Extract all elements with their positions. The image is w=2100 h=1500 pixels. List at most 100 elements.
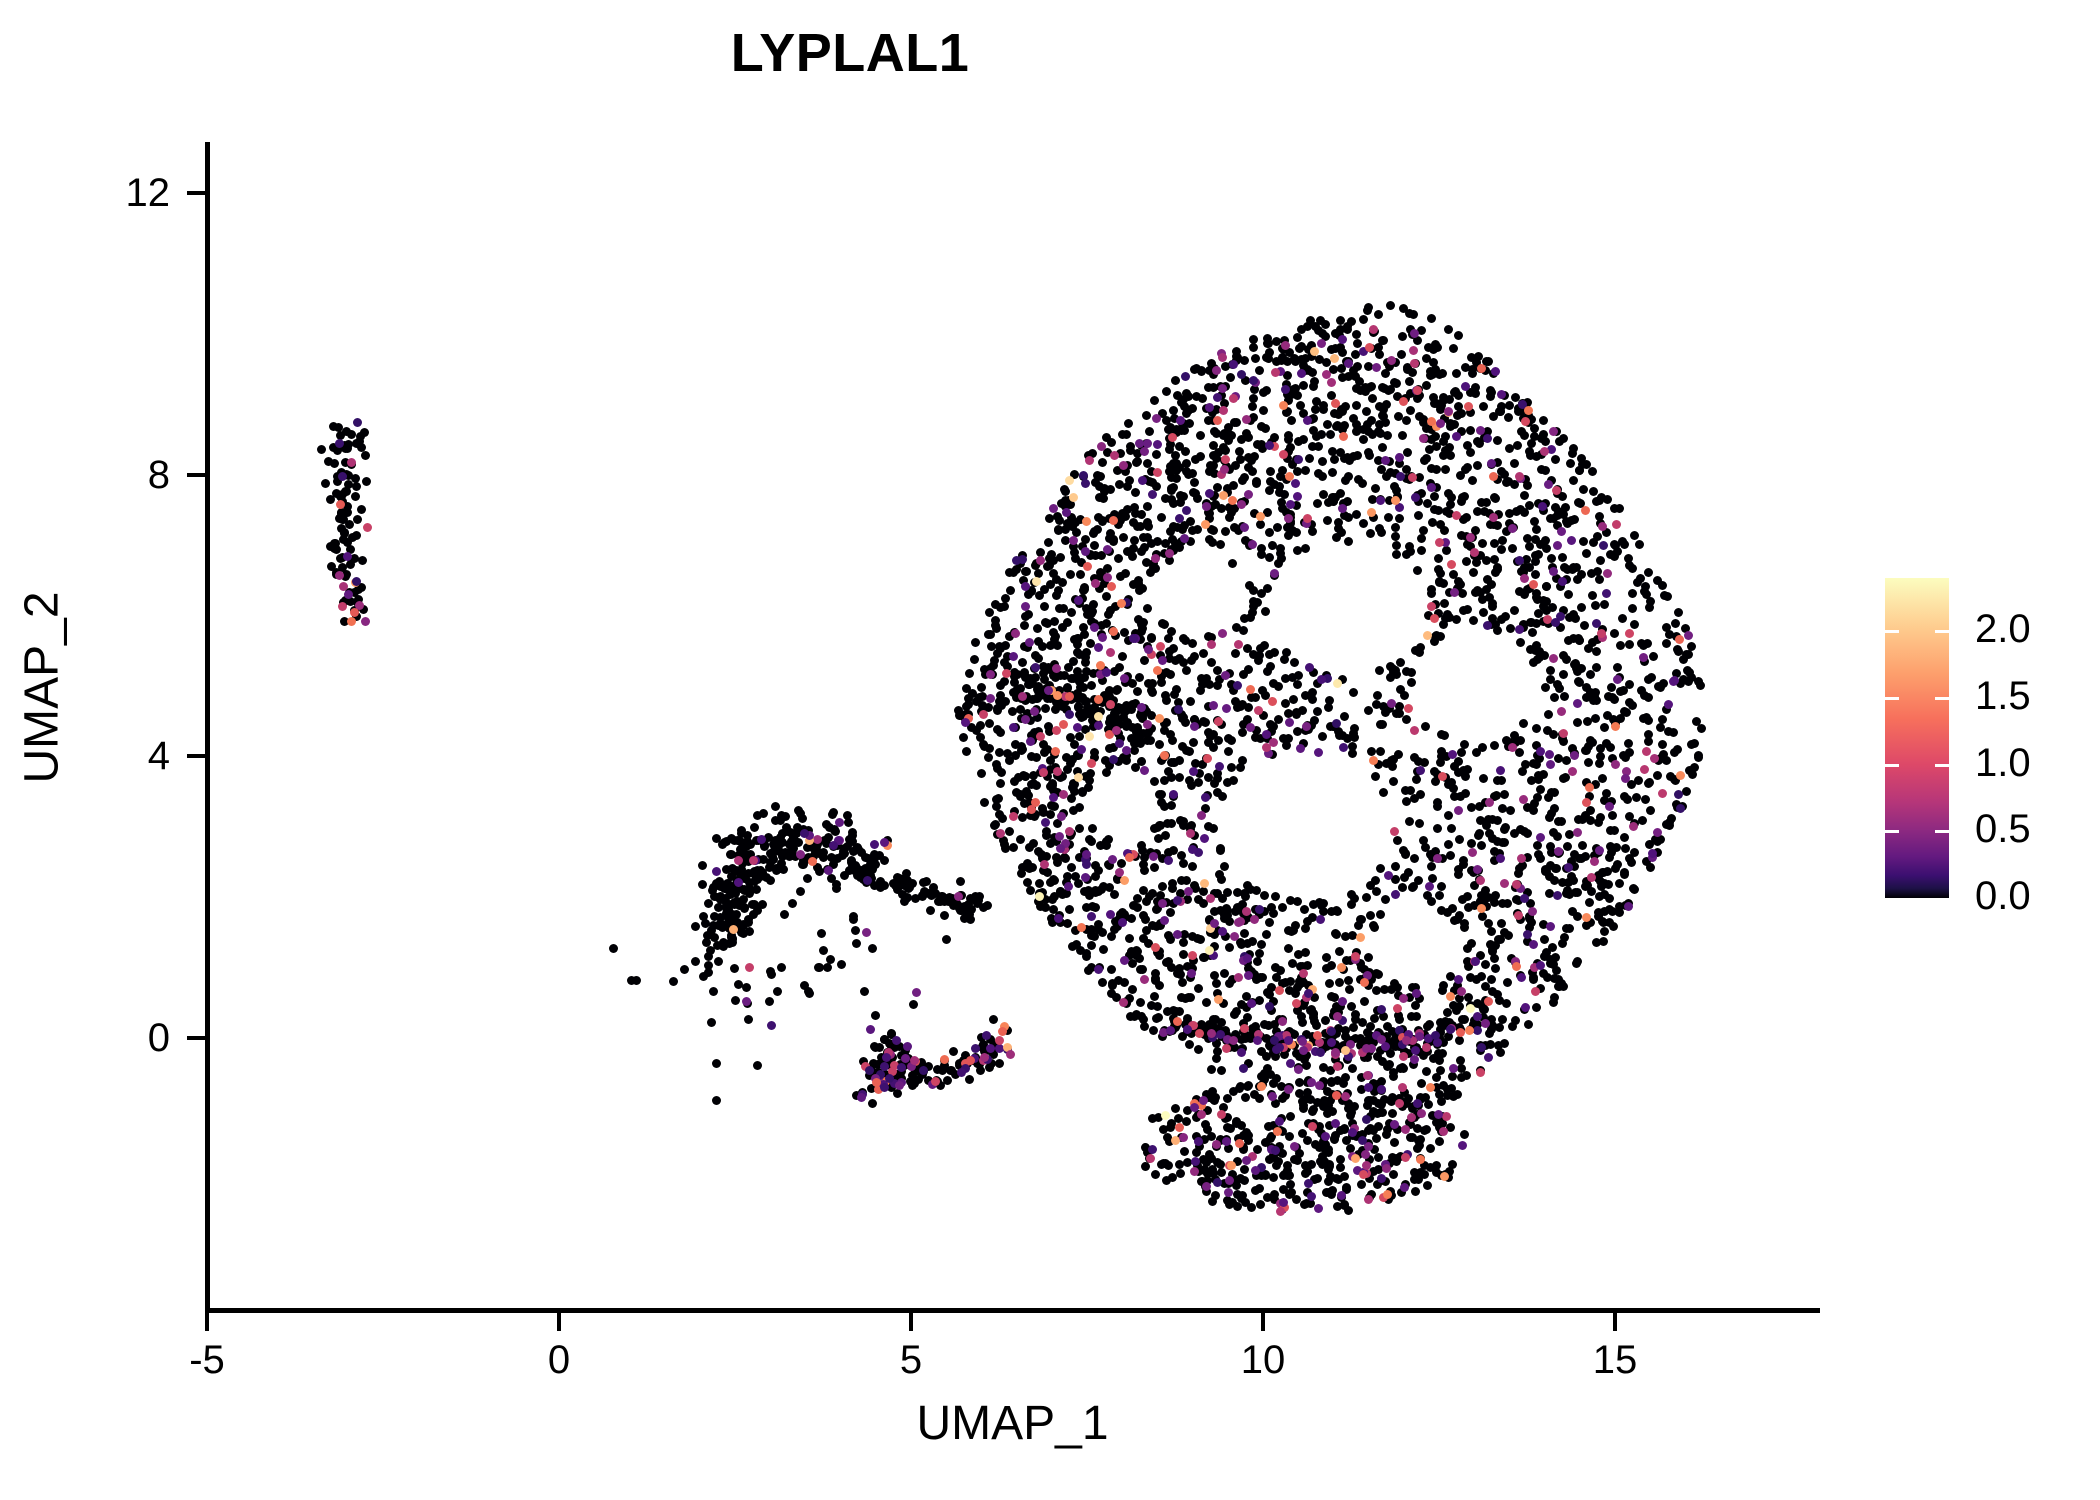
scatter-point [994, 1036, 1004, 1046]
scatter-point [745, 840, 755, 850]
scatter-point [357, 555, 367, 565]
scatter-point [1431, 776, 1441, 786]
scatter-point [1434, 1089, 1444, 1099]
scatter-point [1348, 749, 1358, 759]
scatter-point [342, 551, 352, 561]
scatter-point [957, 1068, 967, 1078]
scatter-point [1251, 692, 1261, 702]
scatter-point [361, 477, 371, 487]
scatter-point [887, 1029, 897, 1039]
scatter-point [1413, 336, 1423, 346]
scatter-point [1278, 734, 1288, 744]
scatter-point [715, 913, 725, 923]
scatter-point [1652, 771, 1662, 781]
scatter-point [1065, 569, 1075, 579]
scatter-point [940, 1054, 950, 1064]
scatter-point [1609, 921, 1619, 931]
scatter-point [1043, 686, 1053, 696]
scatter-point [351, 474, 361, 484]
scatter-point [748, 909, 758, 919]
scatter-point [1412, 1124, 1422, 1134]
scatter-point [875, 882, 885, 892]
scatter-point [1581, 920, 1591, 930]
scatter-point [1161, 386, 1171, 396]
scatter-point [867, 873, 877, 883]
scatter-point [357, 583, 367, 593]
scatter-point [1424, 611, 1434, 621]
scatter-point [985, 693, 995, 703]
scatter-point [1178, 938, 1188, 948]
scatter-point [1436, 632, 1446, 642]
scatter-point [1443, 406, 1453, 416]
scatter-point [1569, 475, 1579, 485]
scatter-point [1629, 883, 1639, 893]
scatter-point [1563, 635, 1573, 645]
scatter-point [1431, 464, 1441, 474]
scatter-point [1544, 709, 1554, 719]
scatter-point [823, 963, 833, 973]
scatter-point [354, 600, 364, 610]
scatter-point [1381, 759, 1391, 769]
scatter-point [1067, 608, 1077, 618]
scatter-point [1546, 808, 1556, 818]
scatter-point [1363, 302, 1373, 312]
scatter-point [793, 823, 803, 833]
scatter-point [763, 832, 773, 842]
scatter-point [1157, 656, 1167, 666]
scatter-point [1151, 1170, 1161, 1180]
scatter-point [961, 1058, 971, 1068]
scatter-point [741, 983, 751, 993]
scatter-point [773, 986, 783, 996]
scatter-point [1151, 1014, 1161, 1024]
scatter-point [990, 819, 1000, 829]
scatter-point [1390, 861, 1400, 871]
scatter-point [1413, 566, 1423, 576]
scatter-point [1481, 498, 1491, 508]
scatter-point [840, 870, 850, 880]
scatter-point [1086, 758, 1096, 768]
scatter-point [1530, 645, 1540, 655]
scatter-point [924, 1075, 934, 1085]
scatter-point [1359, 519, 1369, 529]
scatter-point [1599, 599, 1609, 609]
scatter-point [1673, 790, 1683, 800]
scatter-point [690, 957, 700, 967]
scatter-point [1387, 699, 1397, 709]
scatter-point [1514, 586, 1524, 596]
scatter-point [333, 477, 343, 487]
scatter-point [346, 617, 356, 627]
scatter-point [1023, 590, 1033, 600]
scatter-point [1105, 605, 1115, 615]
scatter-point [1307, 442, 1317, 452]
scatter-point [1614, 504, 1624, 514]
scatter-point [1496, 853, 1506, 863]
scatter-point [1473, 460, 1483, 470]
scatter-point [1152, 440, 1162, 450]
scatter-point [1119, 997, 1129, 1007]
scatter-point [1076, 569, 1086, 579]
scatter-point [893, 872, 903, 882]
scatter-point [1591, 714, 1601, 724]
scatter-point [1408, 881, 1418, 891]
scatter-point [1233, 918, 1243, 928]
scatter-point [1252, 974, 1262, 984]
scatter-point [1187, 950, 1197, 960]
scatter-point [1009, 652, 1019, 662]
scatter-point [1438, 578, 1448, 588]
scatter-point [713, 941, 723, 951]
scatter-point [1240, 375, 1250, 385]
scatter-point [906, 1061, 916, 1071]
scatter-point [733, 878, 743, 888]
scatter-point [1201, 502, 1211, 512]
x-tick-label: 5 [899, 1338, 923, 1382]
scatter-point [1301, 690, 1311, 700]
scatter-point [1533, 770, 1543, 780]
scatter-point [1256, 512, 1266, 522]
y-axis-title: UMAP_2 [15, 591, 69, 784]
scatter-point [1088, 606, 1098, 616]
scatter-point [1008, 722, 1018, 732]
scatter-point [1049, 793, 1059, 803]
scatter-point [1640, 581, 1650, 591]
scatter-point [1475, 425, 1485, 435]
scatter-point [1200, 520, 1210, 530]
